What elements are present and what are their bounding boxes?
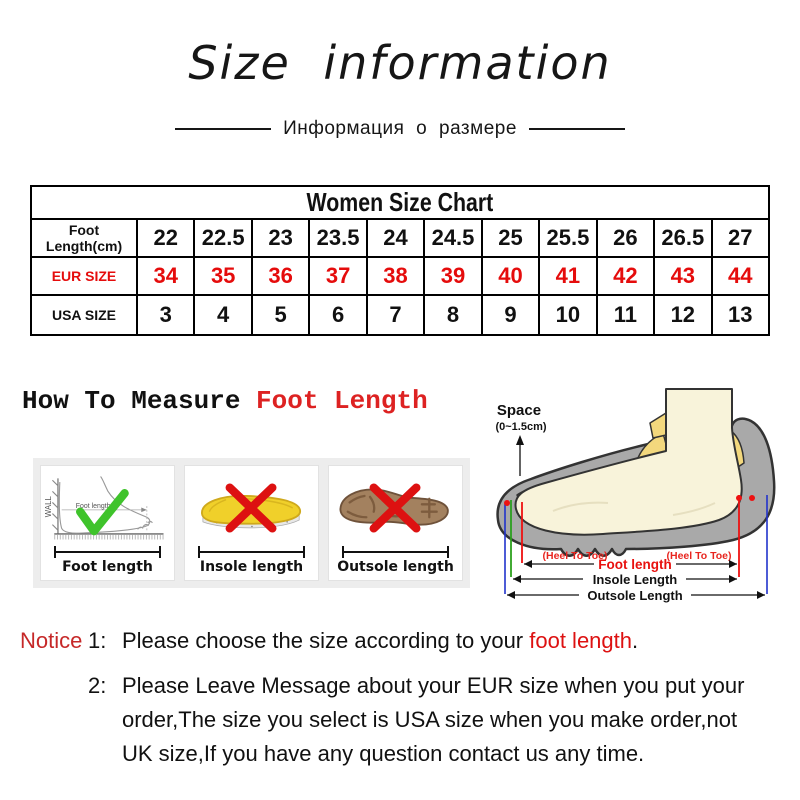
measure-boxes-strip: Foot length WALL Foot length Insole leng…	[33, 458, 470, 588]
size-cell: 9	[480, 294, 541, 336]
size-cell: 4	[193, 294, 253, 336]
wall-label: WALL	[45, 496, 53, 518]
notice-item-text-line: UK size,If you have any question contact…	[122, 741, 645, 766]
size-cell: 26	[595, 218, 656, 258]
notice-item-1: Notice 1: Please choose the size accordi…	[20, 624, 792, 658]
row-label: Foot Length(cm)	[30, 218, 138, 258]
women-size-chart-table: Women Size Chart Foot Length(cm) 22 22.5…	[30, 185, 771, 336]
row-label: USA SIZE	[30, 294, 138, 336]
size-cell: 23.5	[308, 218, 368, 258]
size-cell: 7	[365, 294, 426, 336]
table-title-row: Women Size Chart	[30, 185, 770, 220]
insole-sketch	[201, 483, 302, 533]
cross-icon	[225, 483, 277, 533]
notice-item-text-line: order,The size you select is USA size wh…	[122, 707, 738, 732]
foot-leg-shape	[514, 388, 743, 536]
size-cell: 43	[653, 256, 713, 296]
table-row-usa-size: USA SIZE 3 4 5 6 7 8 9 10 11 12 13	[30, 294, 771, 336]
measure-heading-red: Foot Length	[256, 386, 428, 416]
size-cell: 11	[595, 294, 656, 336]
notice-highlight: foot length	[529, 628, 632, 653]
notice-text-after: .	[632, 628, 639, 653]
notice-item-number: 1:	[88, 628, 107, 653]
foot-in-shoe-diagram: Space (0~1.5cm) (Heel To Toe) (Heel To T…	[483, 383, 795, 615]
notice-item-2-cont: order,The size you select is USA size wh…	[20, 703, 792, 737]
size-cell: 8	[423, 294, 483, 336]
outsole-sketch	[339, 483, 449, 533]
size-cell: 23	[250, 218, 311, 258]
size-cell: 36	[250, 256, 311, 296]
size-cell: 13	[710, 294, 771, 336]
page-title: Size information	[188, 36, 612, 90]
space-range-label: (0~1.5cm)	[495, 421, 546, 433]
size-cell: 44	[710, 256, 771, 296]
size-cell: 24.5	[423, 218, 483, 258]
inner-foot-length-label: Foot length	[76, 503, 111, 510]
measure-bracket	[342, 546, 449, 558]
cross-icon	[369, 483, 421, 533]
notice-item-text-line: Please Leave Message about your EUR size…	[122, 673, 745, 698]
size-cell: 34	[135, 256, 196, 296]
measure-bracket	[54, 546, 161, 558]
size-cell: 6	[308, 294, 368, 336]
size-cell: 3	[135, 294, 196, 336]
size-cell: 25.5	[538, 218, 598, 258]
subtitle-row: Информация о размере	[0, 118, 800, 140]
row-label: EUR SIZE	[30, 256, 138, 296]
check-icon	[76, 489, 129, 536]
notice-item-text: Please choose the size according to your…	[122, 624, 792, 658]
insole-length-label: Insole Length	[593, 572, 678, 587]
subtitle-russian: Информация о размере	[283, 118, 517, 139]
divider-line-left	[175, 128, 272, 130]
outsole-length-box: Outsole length	[328, 465, 463, 581]
foot-length-box: Foot length WALL Foot length	[40, 465, 175, 581]
arrow-up-icon	[516, 435, 524, 445]
divider-line-right	[528, 128, 625, 130]
size-cell: 26.5	[653, 218, 713, 258]
size-cell: 38	[365, 256, 426, 296]
size-cell: 35	[193, 256, 253, 296]
box-label: Insole length	[199, 559, 304, 575]
size-cell: 37	[308, 256, 368, 296]
size-cell: 40	[480, 256, 541, 296]
table-title: Women Size Chart	[306, 187, 494, 217]
size-cell: 5	[250, 294, 311, 336]
space-label: Space	[497, 402, 541, 419]
box-label: Outsole length	[337, 559, 454, 575]
foot-length-label: Foot length	[598, 557, 671, 572]
table-title-cell: Women Size Chart	[30, 185, 770, 220]
size-cell: 24	[365, 218, 426, 258]
notice-text-before: Please choose the size according to your	[122, 628, 530, 653]
shoe-measure-svg: Space (0~1.5cm) (Heel To Toe) (Heel To T…	[495, 388, 776, 603]
size-cell: 39	[423, 256, 483, 296]
heel-to-toe-right-label: (Heel To Toe)	[667, 550, 732, 562]
heel-to-toe-left-label: (Heel To Toe)	[543, 550, 608, 562]
insole-length-box: Insole length	[184, 465, 319, 581]
table-row-eur-size: EUR SIZE 34 35 36 37 38 39 40 41 42 43 4…	[30, 256, 771, 296]
foot-measure-sketch: Foot length WALL	[45, 476, 164, 540]
notice-item-number: 2:	[88, 673, 107, 698]
size-cell: 42	[595, 256, 656, 296]
size-cell: 12	[653, 294, 713, 336]
notice-section: Notice 1: Please choose the size accordi…	[20, 624, 792, 771]
size-cell: 41	[538, 256, 598, 296]
notice-label: Notice	[20, 628, 83, 653]
size-cell: 27	[710, 218, 771, 258]
size-cell: 22.5	[193, 218, 253, 258]
size-cell: 25	[480, 218, 541, 258]
arrow-right-icon	[141, 507, 147, 513]
size-cell: 10	[538, 294, 598, 336]
outsole-length-label: Outsole Length	[587, 588, 682, 603]
box-label: Foot length	[62, 559, 153, 575]
measure-bracket	[198, 546, 305, 558]
size-cell: 22	[135, 218, 196, 258]
measure-heading: How To Measure Foot Length	[22, 386, 428, 416]
notice-item-2-cont: UK size,If you have any question contact…	[20, 737, 792, 771]
measure-heading-black: How To Measure	[22, 386, 257, 416]
notice-item-2: 2: Please Leave Message about your EUR s…	[20, 669, 792, 703]
table-row-foot-length: Foot Length(cm) 22 22.5 23 23.5 24 24.5 …	[30, 218, 771, 258]
